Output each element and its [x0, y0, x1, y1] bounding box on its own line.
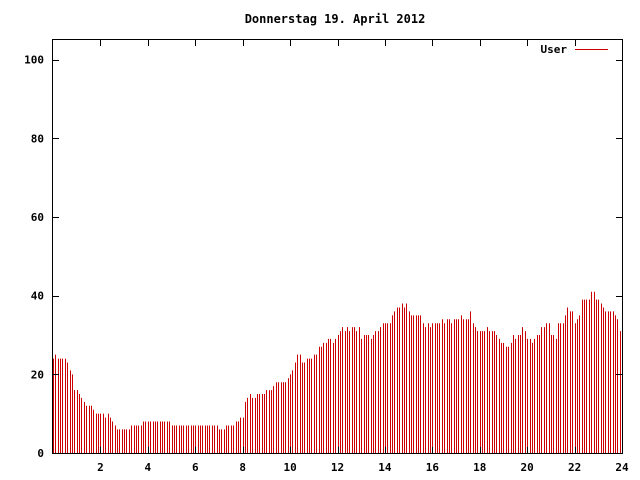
legend-label-user: User [541, 43, 568, 56]
bar-group [53, 291, 623, 453]
plot-frame [52, 39, 623, 454]
x-tick-label: 18 [473, 461, 486, 474]
y-axis-ticks: 0 20 40 60 80 100 [24, 54, 622, 460]
x-tick-label: 4 [145, 461, 152, 474]
x-tick-label: 20 [521, 461, 534, 474]
x-tick-label: 8 [239, 461, 246, 474]
y-tick-label: 0 [37, 447, 44, 460]
x-tick-label: 12 [331, 461, 344, 474]
legend: User [541, 43, 608, 56]
y-tick-label: 80 [31, 132, 44, 145]
x-tick-label: 2 [97, 461, 104, 474]
x-tick-label: 6 [192, 461, 199, 474]
y-tick-label: 40 [31, 290, 44, 303]
chart-title: Donnerstag 19. April 2012 [245, 12, 426, 26]
y-tick-label: 60 [31, 211, 44, 224]
y-tick-label: 20 [31, 368, 44, 381]
y-tick-label: 100 [24, 54, 44, 67]
x-tick-label: 22 [568, 461, 581, 474]
x-tick-label: 24 [615, 461, 629, 474]
x-tick-label: 14 [378, 461, 392, 474]
x-tick-label: 16 [426, 461, 440, 474]
x-tick-label: 10 [283, 461, 296, 474]
